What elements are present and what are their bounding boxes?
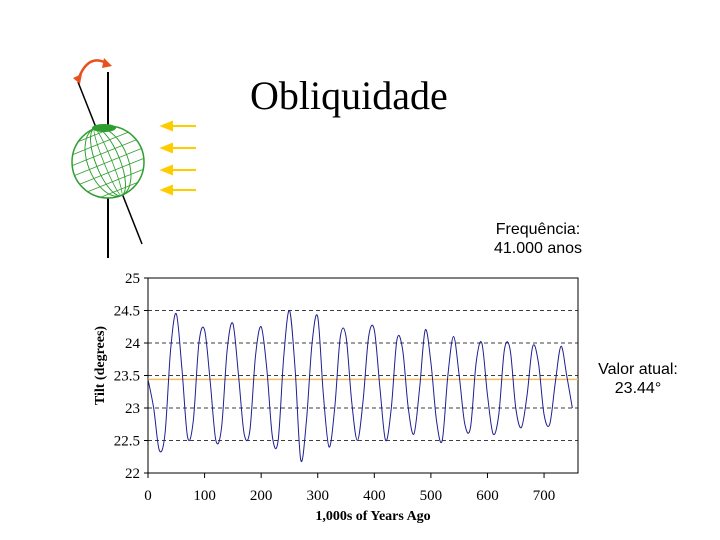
slide-title: Obliquidade [250, 73, 448, 118]
x-axis-ticks: 0 100 200 300 400 500 600 700 [144, 473, 555, 504]
y-tick-label: 24.5 [114, 304, 140, 320]
x-tick-label: 0 [144, 488, 152, 504]
y-tick-label: 22.5 [114, 434, 140, 450]
y-tick-label: 23.5 [114, 369, 140, 385]
y-tick-label: 22 [125, 466, 140, 482]
series-line-tilt [147, 309, 573, 463]
current-value-label: Valor atual: [598, 361, 678, 378]
earth-illustration [71, 58, 196, 258]
frequency-value: 41.000 anos [493, 240, 583, 257]
frequency-label: Frequência: [495, 221, 581, 238]
y-tick-label: 24 [125, 336, 141, 352]
current-value-note: Valor atual: 23.44° [588, 360, 688, 398]
y-tick-label: 23 [125, 401, 140, 417]
x-axis-label: 1,000s of Years Ago [315, 509, 430, 524]
earth-globe-icon [71, 124, 145, 199]
x-tick-label: 400 [363, 488, 386, 504]
x-tick-label: 100 [193, 488, 216, 504]
x-tick-label: 600 [476, 488, 499, 504]
y-axis-label: Tilt (degrees) [93, 326, 108, 406]
y-tick-label: 25 [125, 271, 140, 287]
y-axis-ticks: 22 22.5 23 23.5 24 24.5 25 [114, 271, 148, 482]
tilt-chart: 22 22.5 23 23.5 24 24.5 25 0 100 200 300 400 500 600… [93, 271, 579, 524]
x-tick-label: 700 [533, 488, 556, 504]
x-tick-label: 200 [250, 488, 273, 504]
frequency-note: Frequência: 41.000 anos [478, 220, 598, 258]
x-tick-label: 300 [306, 488, 329, 504]
sunlight-arrows-icon [159, 120, 196, 196]
current-value-value: 23.44° [614, 380, 662, 397]
curved-arrow-icon [73, 58, 112, 84]
x-tick-label: 500 [420, 488, 443, 504]
